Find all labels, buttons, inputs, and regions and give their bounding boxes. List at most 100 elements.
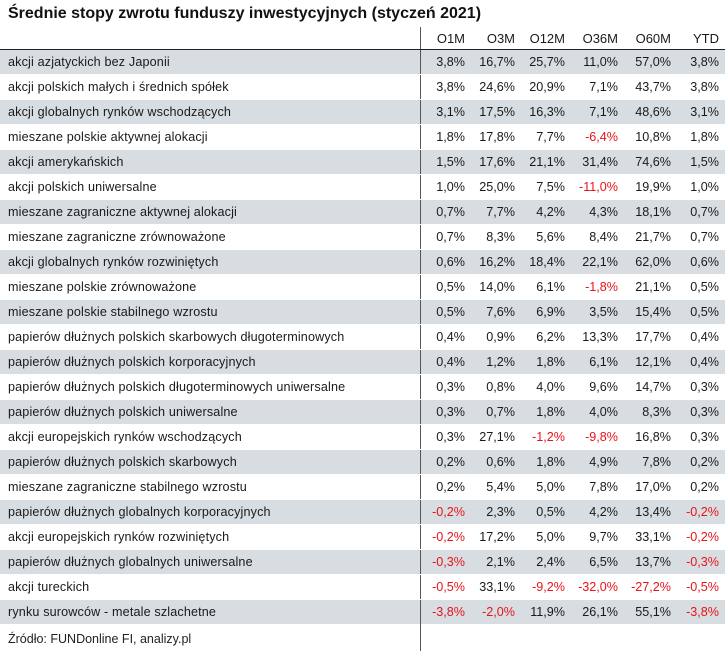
return-cell-o1m: -0,5% <box>420 574 471 600</box>
header-cell-o1m: O1M <box>420 27 471 50</box>
fund-category-name: papierów dłużnych polskich skarbowych dł… <box>0 324 421 350</box>
header-cell-ytd: YTD <box>677 27 725 50</box>
return-cell-o1m: -0,2% <box>420 524 471 550</box>
return-cell-o60m: 74,6% <box>624 149 677 175</box>
return-cell-o1m: 3,8% <box>420 49 471 75</box>
return-cell-o60m: 21,1% <box>624 274 677 300</box>
return-cell-o12m: 5,0% <box>521 474 571 500</box>
table-row: mieszane zagraniczne stabilnego wzrostu 0… <box>0 474 725 500</box>
return-cell-o1m: 0,5% <box>420 299 471 325</box>
return-cell-o36m: 4,0% <box>571 399 624 425</box>
return-cell-o60m: 13,4% <box>624 499 677 525</box>
return-cell-o36m: 3,5% <box>571 299 624 325</box>
table-row: mieszane polskie stabilnego wzrostu 0,5% 7… <box>0 299 725 325</box>
return-cell-o3m: 25,0% <box>471 174 521 200</box>
source-note: Źródło: FUNDonline FI, analizy.pl <box>8 632 192 646</box>
table-row: akcji amerykańskich 1,5% 17,6% 21,1% 31,4% 74… <box>0 149 725 175</box>
return-cell-o60m: 55,1% <box>624 599 677 625</box>
return-cell-o3m: 5,4% <box>471 474 521 500</box>
return-cell-o1m: 0,7% <box>420 224 471 250</box>
return-cell-o1m: 1,0% <box>420 174 471 200</box>
table-row: akcji azjatyckich bez Japonii 3,8% 16,7% 25… <box>0 49 725 75</box>
header-cell-o3m: O3M <box>471 27 521 50</box>
fund-category-name: akcji europejskich rynków wschodzących <box>0 424 421 450</box>
table-row: akcji europejskich rynków wschodzących 0,… <box>0 424 725 450</box>
return-cell-o1m: 0,2% <box>420 449 471 475</box>
table-row: akcji globalnych rynków rozwiniętych 0,6%… <box>0 249 725 275</box>
return-cell-ytd: 0,2% <box>677 474 725 500</box>
return-cell-o1m: 0,5% <box>420 274 471 300</box>
return-cell-o60m: 12,1% <box>624 349 677 375</box>
return-cell-o12m: 2,4% <box>521 549 571 575</box>
fund-category-name: akcji tureckich <box>0 574 421 600</box>
table-title: Średnie stopy zwrotu funduszy inwestycyj… <box>8 5 482 22</box>
return-cell-o3m: 16,7% <box>471 49 521 75</box>
table-row: papierów dłużnych polskich długoterminow… <box>0 374 725 400</box>
return-cell-ytd: 0,7% <box>677 199 725 225</box>
return-cell-o3m: 0,9% <box>471 324 521 350</box>
return-cell-o12m: 6,1% <box>521 274 571 300</box>
return-cell-o36m: 31,4% <box>571 149 624 175</box>
return-cell-ytd: 0,3% <box>677 374 725 400</box>
table-row: mieszane polskie zrównoważone 0,5% 14,0% 6,… <box>0 274 725 300</box>
fund-category-name: papierów dłużnych polskich uniwersalne <box>0 399 421 425</box>
return-cell-o12m: 16,3% <box>521 99 571 125</box>
return-cell-o36m: 4,9% <box>571 449 624 475</box>
header-cell-o36m: O36M <box>571 27 624 50</box>
fund-category-name: mieszane zagraniczne aktywnej alokacji <box>0 199 421 225</box>
table-row: mieszane zagraniczne zrównoważone 0,7% 8,3… <box>0 224 725 250</box>
fund-category-name: akcji europejskich rynków rozwiniętych <box>0 524 421 550</box>
header-cell-name <box>0 27 421 50</box>
table-row: papierów dłużnych polskich korporacyjnyc… <box>0 349 725 375</box>
fund-category-name: akcji amerykańskich <box>0 149 421 175</box>
return-cell-o36m: 6,5% <box>571 549 624 575</box>
table-row: rynku surowców - metale szlachetne -3,8% -… <box>0 599 725 625</box>
return-cell-o36m: 6,1% <box>571 349 624 375</box>
return-cell-o60m: 17,7% <box>624 324 677 350</box>
return-cell-o60m: 18,1% <box>624 199 677 225</box>
return-cell-o1m: 1,5% <box>420 149 471 175</box>
return-cell-o36m: 26,1% <box>571 599 624 625</box>
return-cell-o36m: 22,1% <box>571 249 624 275</box>
return-cell-o1m: 0,2% <box>420 474 471 500</box>
return-cell-ytd: 0,4% <box>677 324 725 350</box>
return-cell-o3m: 8,3% <box>471 224 521 250</box>
return-cell-o3m: 16,2% <box>471 249 521 275</box>
return-cell-ytd: 0,7% <box>677 224 725 250</box>
return-cell-o3m: -2,0% <box>471 599 521 625</box>
header-cell-o60m: O60M <box>624 27 677 50</box>
return-cell-ytd: 3,8% <box>677 74 725 100</box>
return-cell-ytd: 1,8% <box>677 124 725 150</box>
return-cell-o12m: 7,7% <box>521 124 571 150</box>
table-row: akcji globalnych rynków wschodzących 3,1%… <box>0 99 725 125</box>
table-row: papierów dłużnych polskich skarbowych 0,2… <box>0 449 725 475</box>
return-cell-o60m: 62,0% <box>624 249 677 275</box>
fund-category-name: mieszane polskie aktywnej alokacji <box>0 124 421 150</box>
fund-category-name: akcji globalnych rynków rozwiniętych <box>0 249 421 275</box>
return-cell-ytd: 0,6% <box>677 249 725 275</box>
table-row: akcji tureckich -0,5% 33,1% -9,2% -32,0% -27,… <box>0 574 725 600</box>
fund-category-name: papierów dłużnych polskich korporacyjnyc… <box>0 349 421 375</box>
return-cell-o60m: 33,1% <box>624 524 677 550</box>
return-cell-o12m: 6,9% <box>521 299 571 325</box>
return-cell-o12m: 0,5% <box>521 499 571 525</box>
return-cell-o1m: 3,1% <box>420 99 471 125</box>
return-cell-o3m: 17,2% <box>471 524 521 550</box>
return-cell-o12m: 1,8% <box>521 399 571 425</box>
header-cell-o12m: O12M <box>521 27 571 50</box>
return-cell-o3m: 1,2% <box>471 349 521 375</box>
table-row: mieszane zagraniczne aktywnej alokacji 0,… <box>0 199 725 225</box>
return-cell-ytd: 0,3% <box>677 424 725 450</box>
return-cell-o3m: 0,8% <box>471 374 521 400</box>
fund-category-name: akcji azjatyckich bez Japonii <box>0 49 421 75</box>
return-cell-o60m: 19,9% <box>624 174 677 200</box>
return-cell-o12m: 4,0% <box>521 374 571 400</box>
return-cell-o3m: 14,0% <box>471 274 521 300</box>
return-cell-ytd: 0,5% <box>677 274 725 300</box>
return-cell-o1m: -0,2% <box>420 499 471 525</box>
table-row: papierów dłużnych polskich skarbowych dł… <box>0 324 725 350</box>
return-cell-o60m: -27,2% <box>624 574 677 600</box>
source-divider <box>420 622 421 651</box>
table-row: papierów dłużnych globalnych korporacyjn… <box>0 499 725 525</box>
return-cell-ytd: 1,0% <box>677 174 725 200</box>
